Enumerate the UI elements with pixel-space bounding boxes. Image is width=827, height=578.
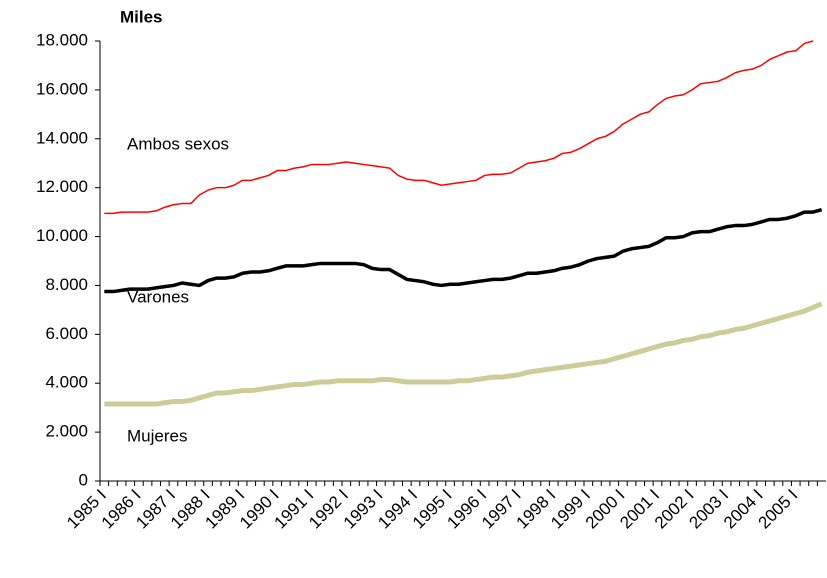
series-line [104, 301, 823, 407]
series-line [104, 207, 823, 294]
series-line [104, 40, 814, 215]
x-tick-label: 2005 I [755, 486, 802, 533]
unit-label: Miles [120, 7, 163, 26]
y-tick-label: 2.000 [45, 422, 88, 441]
y-tick-label: 8.000 [45, 275, 88, 294]
series-label: Varones [127, 287, 189, 306]
y-tick-label: 0 [79, 470, 88, 489]
y-tick-label: 16.000 [36, 79, 88, 98]
y-tick-label: 4.000 [45, 373, 88, 392]
y-tick-label: 18.000 [36, 30, 88, 49]
series-label: Mujeres [127, 426, 187, 445]
y-tick-label: 6.000 [45, 324, 88, 343]
series-label: Ambos sexos [127, 134, 229, 153]
y-tick-label: 14.000 [36, 128, 88, 147]
y-tick-label: 10.000 [36, 226, 88, 245]
y-tick-label: 12.000 [36, 177, 88, 196]
